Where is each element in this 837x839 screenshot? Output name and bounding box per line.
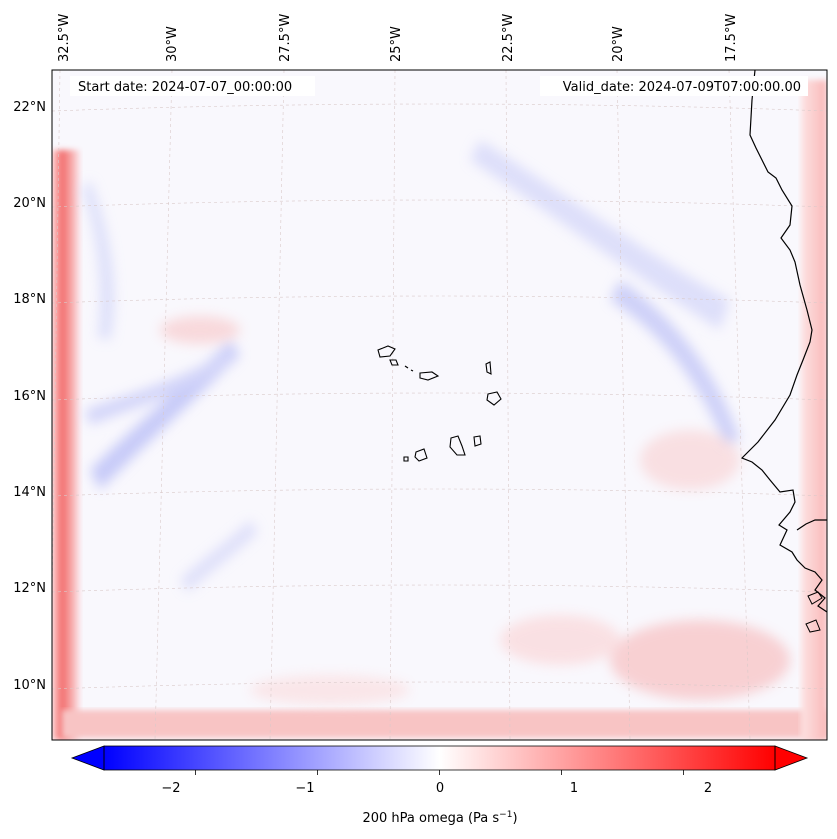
coastal-island [807,591,823,605]
lat-label: 22°N [13,100,46,115]
colorbar-tick-label: 2 [704,781,712,796]
lat-label: 18°N [13,292,46,307]
lat-label: 16°N [13,389,46,404]
lat-label: 12°N [13,581,46,596]
map-frame [51,69,828,741]
colorbar-tick-label: 0 [436,781,444,796]
graticule [52,70,827,740]
colorbar-max-extend [774,745,809,771]
colorbar-gradient [104,746,775,770]
lat-label: 14°N [13,485,46,500]
omega-field [52,70,827,740]
lon-label: 32.5°W [57,14,72,62]
colorbar-label: 200 hPa omega (Pa s−1) [362,810,517,826]
colorbar-min-extend [70,745,105,771]
valid-date-text: Valid_date: 2024-07-09T07:00:00.00 [563,80,801,95]
lon-label: 22.5°W [501,14,516,62]
lon-label: 30°W [165,26,180,62]
valid-date-box [540,76,808,96]
lon-label: 20°W [611,26,626,62]
start-date-text: Start date: 2024-07-07_00:00:00 [78,80,292,95]
small-island [404,365,409,369]
lon-label: 27.5°W [278,14,293,62]
colorbar-outline [103,745,776,771]
longitude-labels: 32.5°W 30°W 27.5°W 25°W 22.5°W 20°W 17.5… [57,14,739,62]
lon-label: 17.5°W [724,14,739,62]
colorbar-tick-label: 1 [570,781,578,796]
lat-label: 20°N [13,196,46,211]
small-island [410,369,414,372]
lon-label: 25°W [389,26,404,62]
latitude-labels: 22°N 20°N 18°N 16°N 14°N 12°N 10°N [13,100,46,693]
colorbar-tick-label: −2 [161,781,180,796]
coastal-island [805,619,821,633]
cape-verde-islands [377,345,502,462]
lat-label: 10°N [13,678,46,693]
africa-coastline [740,70,827,613]
colorbar: −2 −1 0 1 2 200 hPa omega (Pa s−1) [70,745,809,826]
start-date-box [70,76,315,96]
colorbar-tick-label: −1 [295,781,314,796]
